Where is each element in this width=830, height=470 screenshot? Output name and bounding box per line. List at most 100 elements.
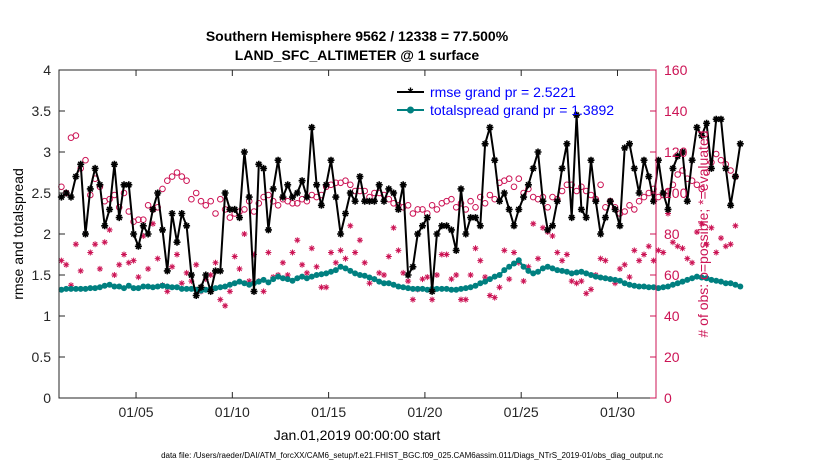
rmse-point bbox=[356, 173, 364, 181]
totalspread-point bbox=[708, 276, 715, 283]
evaluated-point bbox=[72, 241, 79, 248]
rmse-point bbox=[707, 164, 715, 172]
rmse-point bbox=[640, 156, 648, 164]
evaluated-point bbox=[347, 222, 354, 229]
possible-point bbox=[197, 197, 205, 205]
totalspread-point bbox=[602, 275, 609, 282]
evaluated-point bbox=[188, 278, 195, 285]
evaluated-point bbox=[650, 257, 657, 264]
totalspread-point bbox=[722, 280, 729, 287]
totalspread-point bbox=[732, 281, 739, 288]
evaluated-point bbox=[453, 272, 460, 278]
totalspread-point bbox=[164, 283, 171, 290]
rmse-point bbox=[443, 222, 451, 230]
evaluated-point bbox=[626, 274, 633, 281]
rmse-point bbox=[144, 230, 152, 238]
rmse-point bbox=[366, 197, 373, 205]
rmse-point bbox=[520, 193, 528, 201]
rmse-point bbox=[202, 271, 210, 279]
possible-point bbox=[72, 132, 80, 139]
evaluated-point bbox=[689, 259, 696, 266]
possible-point bbox=[347, 181, 354, 189]
evaluated-point bbox=[116, 261, 123, 268]
totalspread-point bbox=[217, 284, 224, 291]
totalspread-point bbox=[178, 285, 185, 292]
evaluated-point bbox=[684, 255, 691, 262]
possible-point bbox=[597, 181, 604, 189]
rmse-point bbox=[207, 287, 215, 295]
evaluated-point bbox=[424, 274, 431, 281]
x-tick-label: 01/10 bbox=[215, 404, 250, 420]
totalspread-point bbox=[588, 272, 594, 278]
evaluated-point bbox=[390, 224, 397, 231]
legend-spread-label: totalspread grand pr = 1.3892 bbox=[430, 102, 614, 118]
y-tick-label-right: 120 bbox=[664, 144, 688, 160]
evaluated-point bbox=[472, 245, 479, 252]
possible-point bbox=[448, 195, 455, 203]
evaluated-point bbox=[539, 224, 546, 231]
totalspread-point bbox=[275, 273, 282, 280]
totalspread-point bbox=[342, 265, 349, 272]
totalspread-point bbox=[82, 285, 89, 292]
totalspread-point bbox=[573, 269, 580, 276]
totalspread-point bbox=[111, 283, 118, 290]
y-tick-label-left: 2 bbox=[43, 226, 51, 242]
rmse-point bbox=[178, 210, 186, 217]
totalspread-point bbox=[328, 268, 334, 275]
evaluated-point bbox=[193, 261, 200, 268]
totalspread-point bbox=[597, 274, 604, 281]
evaluated-point bbox=[631, 247, 638, 254]
totalspread-point bbox=[491, 273, 498, 280]
rmse-point bbox=[717, 115, 725, 123]
rmse-point bbox=[86, 185, 94, 193]
rmse-point bbox=[197, 283, 205, 291]
evaluated-point bbox=[491, 294, 498, 301]
rmse-point bbox=[101, 222, 109, 230]
evaluated-point bbox=[385, 253, 392, 260]
evaluated-point bbox=[231, 253, 238, 260]
rmse-point bbox=[351, 197, 359, 205]
evaluated-point bbox=[535, 255, 541, 262]
evaluated-point bbox=[462, 296, 469, 303]
evaluated-point bbox=[342, 255, 349, 262]
rmse-point bbox=[284, 181, 292, 189]
rmse-point bbox=[626, 140, 633, 148]
totalspread-point bbox=[568, 270, 575, 277]
evaluated-point bbox=[260, 288, 267, 295]
evaluated-point bbox=[448, 276, 455, 283]
rmse-point bbox=[62, 189, 70, 197]
evaluated-point bbox=[178, 280, 185, 287]
possible-point bbox=[703, 169, 710, 176]
totalspread-point bbox=[92, 285, 99, 292]
totalspread-point bbox=[621, 280, 628, 287]
possible-point bbox=[342, 177, 349, 184]
evaluated-point bbox=[549, 233, 556, 239]
rmse-point bbox=[390, 189, 398, 197]
y-tick-label-left: 0.5 bbox=[32, 349, 52, 365]
evaluated-point bbox=[289, 249, 296, 256]
totalspread-point bbox=[255, 278, 262, 285]
totalspread-point bbox=[376, 278, 383, 285]
rmse-point bbox=[630, 164, 638, 172]
rmse-point bbox=[279, 193, 287, 201]
rmse-point bbox=[621, 144, 629, 152]
y-tick-label-right: 100 bbox=[664, 185, 688, 201]
rmse-point bbox=[659, 189, 667, 197]
rmse-point bbox=[698, 132, 706, 140]
totalspread-point bbox=[443, 285, 450, 292]
evaluated-point bbox=[174, 251, 180, 258]
rmse-point bbox=[549, 222, 556, 230]
totalspread-point bbox=[183, 285, 190, 292]
rmse-point bbox=[693, 123, 701, 131]
totalspread-point bbox=[641, 283, 647, 290]
evaluated-point bbox=[578, 278, 585, 285]
plot-marks bbox=[57, 111, 744, 309]
totalspread-point bbox=[737, 283, 744, 290]
possible-point bbox=[477, 193, 484, 201]
rmse-point bbox=[404, 271, 412, 279]
rmse-point bbox=[736, 140, 744, 148]
totalspread-point bbox=[655, 285, 662, 292]
totalspread-point bbox=[265, 279, 272, 286]
rmse-point bbox=[688, 156, 696, 164]
